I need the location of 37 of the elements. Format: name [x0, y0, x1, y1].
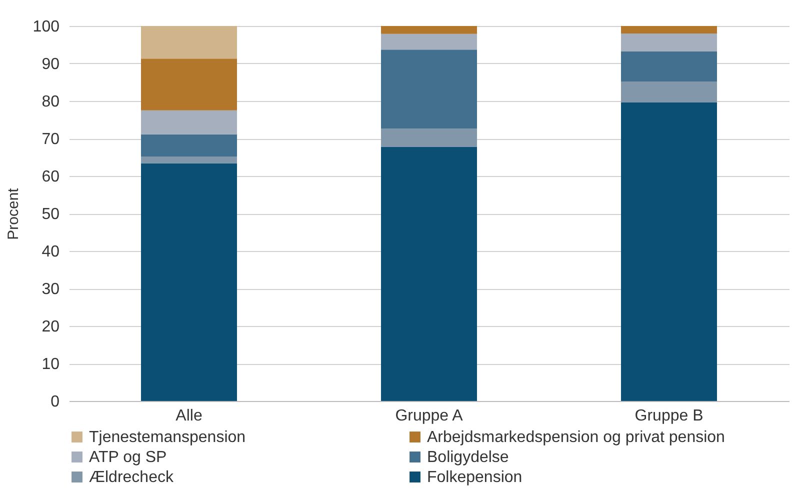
legend-label: Arbejdsmarkedspension og privat pension — [427, 429, 725, 446]
legend-label: ATP og SP — [89, 449, 167, 466]
bar — [621, 34, 717, 52]
y-tick-label: 0 — [50, 394, 60, 410]
y-tick-label: 30 — [42, 281, 60, 298]
y-tick-label: 80 — [42, 94, 60, 110]
bar — [621, 52, 717, 82]
bar — [141, 134, 237, 156]
x-tick-label: Alle — [176, 408, 202, 424]
x-tick-label: Gruppe B — [634, 408, 704, 424]
y-tick-label: 90 — [42, 56, 60, 73]
bar — [621, 26, 717, 34]
legend-label: Tjenestemanspension — [89, 429, 246, 446]
bar — [141, 156, 237, 164]
y-tick-label: 100 — [32, 18, 60, 36]
y-tick-label: 50 — [42, 206, 60, 223]
legend-label: Folkepension — [427, 469, 522, 486]
bar — [381, 146, 477, 401]
bar — [381, 26, 477, 34]
bar — [141, 26, 237, 59]
bar — [141, 58, 237, 110]
legend-label: Ældrecheck — [89, 469, 174, 486]
y-tick-label: 60 — [42, 168, 60, 186]
y-tick-label: 10 — [42, 356, 60, 373]
y-tick-label: 40 — [42, 244, 60, 260]
bar — [381, 50, 477, 129]
legend-label: Boligydelse — [427, 449, 509, 466]
y-axis-title: Procent — [4, 187, 22, 240]
bar — [381, 128, 477, 147]
x-tick-label: Gruppe A — [395, 408, 464, 424]
bar — [621, 82, 717, 102]
bar — [621, 102, 717, 401]
y-tick-label: 20 — [42, 318, 60, 336]
y-tick-label: 70 — [42, 131, 60, 148]
bar — [141, 110, 237, 134]
bar — [141, 163, 237, 401]
bar — [381, 34, 477, 50]
